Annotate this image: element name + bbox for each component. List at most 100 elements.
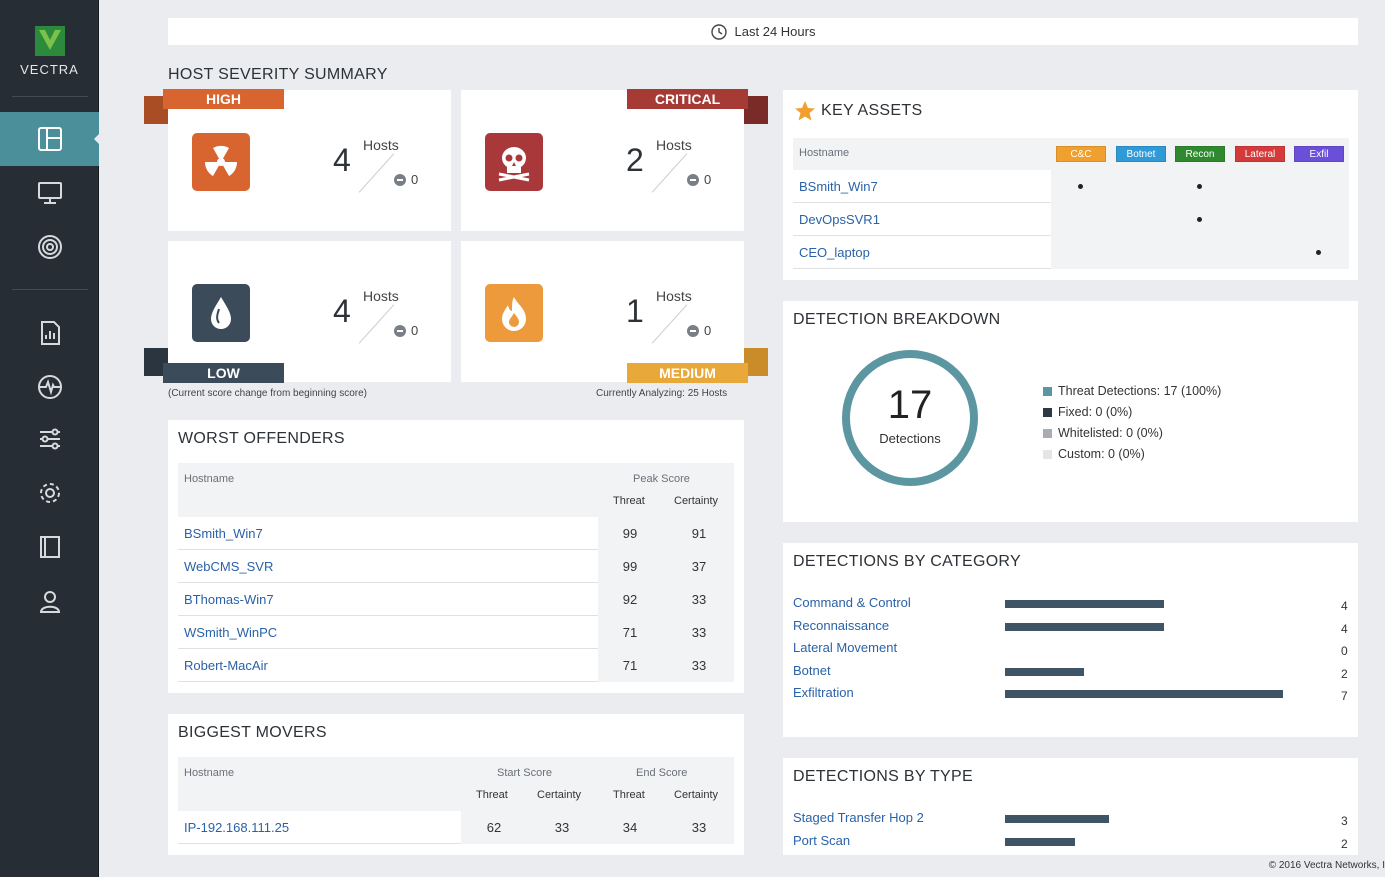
biggest-movers-title: BIGGEST MOVERS — [178, 724, 327, 741]
col-certainty[interactable]: Certainty — [674, 495, 719, 507]
nav-docs[interactable] — [0, 520, 99, 574]
detection-total-label: Detections — [879, 431, 941, 446]
offender-hostname[interactable]: BThomas-Win7 — [184, 592, 274, 607]
category-label[interactable]: Lateral Movement — [793, 640, 898, 655]
category-bar[interactable] — [1005, 690, 1283, 698]
category-count: 2 — [1341, 666, 1348, 681]
severity-tile-low[interactable]: 4 Hosts 0 — [168, 241, 451, 382]
divider-slash — [358, 153, 395, 193]
category-badge[interactable]: Exfil — [1294, 146, 1344, 162]
target-icon — [37, 235, 62, 259]
category-label[interactable]: Staged Transfer Hop 2 — [793, 810, 924, 825]
detection-donut[interactable] — [838, 346, 982, 490]
nav-profile[interactable] — [0, 574, 99, 628]
category-label[interactable]: Port Scan — [793, 832, 851, 848]
minus-icon — [687, 173, 699, 186]
severity-tile-critical[interactable]: 2 Hosts 0 — [461, 90, 744, 231]
high-change-value: 0 — [411, 172, 419, 187]
offender-hostname[interactable]: BSmith_Win7 — [184, 526, 263, 541]
category-label[interactable]: Botnet — [793, 662, 831, 678]
col-threat[interactable]: Threat — [613, 495, 645, 507]
offender-hostname[interactable]: WSmith_WinPC — [184, 625, 278, 640]
category-count: 3 — [1341, 814, 1348, 828]
severity-tile-medium[interactable]: 1 Hosts 0 — [461, 241, 744, 382]
nav-hosts[interactable] — [0, 166, 99, 220]
water-drop-icon — [192, 284, 250, 342]
asset-hostname[interactable]: BSmith_Win7 — [799, 179, 878, 194]
category-count: 0 — [1341, 644, 1348, 658]
col-hostname[interactable]: Hostname — [799, 147, 850, 159]
category-bar[interactable] — [1005, 837, 1075, 846]
category-label[interactable]: Command & Control — [793, 595, 911, 610]
col-hostname[interactable]: Hostname — [184, 767, 235, 779]
low-change: 0 — [394, 323, 418, 338]
category-badge[interactable]: Recon — [1175, 146, 1225, 162]
nav-health[interactable] — [0, 360, 99, 414]
category-bar[interactable] — [1005, 600, 1164, 608]
category-badge[interactable]: Botnet — [1116, 146, 1166, 162]
offender-hostname[interactable]: WebCMS_SVR — [184, 559, 274, 574]
legend-swatch — [1043, 386, 1052, 396]
category-label[interactable]: Exfiltration — [793, 685, 854, 700]
score-column-bg — [461, 811, 734, 844]
high-change: 0 — [394, 172, 418, 187]
category-bar[interactable] — [1005, 815, 1109, 823]
ribbon-fold — [744, 348, 768, 376]
legend-label: Fixed: 0 (0%) — [1058, 405, 1133, 419]
table-row[interactable]: WebCMS_SVR 99 37 — [178, 550, 734, 583]
category-bar[interactable] — [1005, 667, 1084, 676]
table-row[interactable]: WSmith_WinPC 71 33 — [178, 616, 734, 649]
col-end-certainty[interactable]: Certainty — [674, 789, 719, 801]
offender-threat: 71 — [622, 625, 638, 640]
col-end-threat[interactable]: Threat — [613, 789, 645, 801]
high-hosts-label: Hosts — [363, 137, 399, 153]
nav-reports[interactable] — [0, 306, 99, 360]
vectra-logo[interactable]: VECTRA — [0, 20, 99, 77]
table-row[interactable]: DevOpsSVR1 — [793, 203, 1349, 236]
critical-ribbon: CRITICAL — [627, 89, 748, 109]
asset-hostname[interactable]: DevOpsSVR1 — [799, 212, 880, 227]
monitor-icon — [37, 182, 62, 204]
col-start-threat[interactable]: Threat — [476, 789, 508, 801]
critical-change: 0 — [687, 172, 711, 187]
severity-tile-high[interactable]: 4 Hosts 0 — [168, 90, 451, 231]
category-badge[interactable]: Lateral — [1235, 146, 1285, 162]
category-badge[interactable]: C&C — [1056, 146, 1106, 162]
nav-detections[interactable] — [0, 220, 99, 274]
sidebar-divider — [12, 289, 88, 290]
detections-by-type-title: DETECTIONS BY TYPE — [793, 768, 973, 785]
asset-hostname[interactable]: CEO_laptop — [799, 245, 870, 260]
col-peak-score: Peak Score — [633, 473, 690, 485]
nav-dashboard[interactable] — [0, 112, 100, 166]
offender-threat: 92 — [622, 592, 638, 607]
divider-slash — [651, 153, 688, 193]
mover-hostname[interactable]: IP-192.168.111.25 — [184, 820, 290, 835]
time-filter[interactable]: Last 24 Hours — [168, 18, 1358, 45]
col-start-certainty[interactable]: Certainty — [537, 789, 582, 801]
ribbon-fold — [744, 96, 768, 124]
table-row[interactable]: IP-192.168.111.25 62 33 34 33 — [178, 811, 734, 844]
offender-hostname[interactable]: Robert-MacAir — [184, 658, 268, 673]
col-hostname[interactable]: Hostname — [184, 473, 235, 485]
table-row[interactable]: Robert-MacAir 71 33 — [178, 649, 734, 682]
low-hosts-label: Hosts — [363, 288, 399, 304]
medium-change-value: 0 — [704, 323, 712, 338]
table-row[interactable]: BSmith_Win7 99 91 — [178, 517, 734, 550]
nav-settings[interactable] — [0, 466, 99, 520]
medium-change: 0 — [687, 323, 711, 338]
minus-icon — [394, 324, 406, 337]
category-label[interactable]: Reconnaissance — [793, 617, 890, 633]
high-ribbon: HIGH — [163, 89, 284, 109]
sliders-icon — [39, 428, 60, 450]
critical-hosts-label: Hosts — [656, 137, 692, 153]
offender-threat: 71 — [622, 658, 638, 673]
category-bar[interactable] — [1005, 622, 1164, 631]
table-row[interactable]: BSmith_Win7 — [793, 170, 1349, 203]
table-row[interactable]: BThomas-Win7 92 33 — [178, 583, 734, 616]
radiation-icon — [192, 133, 250, 191]
table-row[interactable]: CEO_laptop — [793, 236, 1349, 269]
worst-offenders-card: WORST OFFENDERS Hostname Peak Score Thre… — [168, 420, 744, 693]
dashboard-icon — [37, 127, 62, 151]
nav-triage[interactable] — [0, 412, 99, 466]
copyright-footer: © 2016 Vectra Networks, I — [1268, 860, 1385, 871]
